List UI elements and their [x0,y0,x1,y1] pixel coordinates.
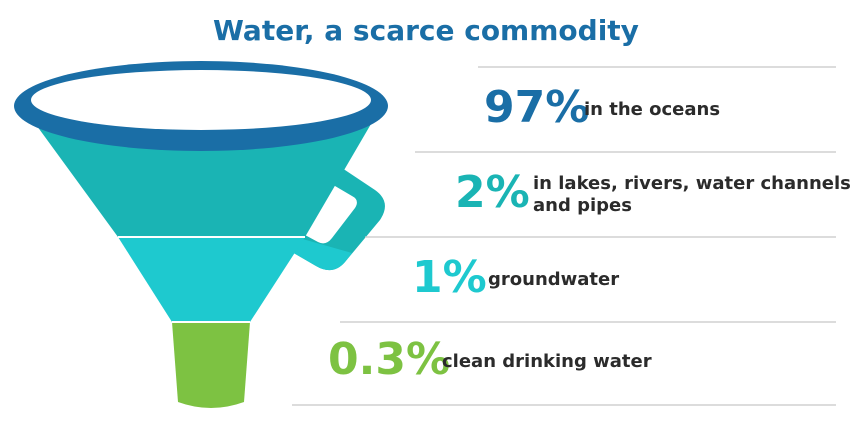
funnel-handle-lower [285,236,352,271]
description: and pipes [533,195,632,216]
description: in lakes, rivers, water channels [533,173,851,194]
funnel-band [118,237,305,322]
funnel-opening [31,70,371,130]
title: Water, a scarce commodity [213,14,639,47]
items: 97%in the oceans 2% in lakes, rivers, wate… [328,82,851,385]
description: groundwater [488,269,619,290]
description: in the oceans [584,99,720,120]
percentage: 2% [455,167,530,218]
percentage: 97% [484,82,589,133]
funnel [14,61,388,408]
percentage: 1% [412,252,487,303]
funnel-spout [172,322,250,408]
description: clean drinking water [442,351,652,372]
separators [292,66,836,406]
percentage: 0.3% [328,334,450,385]
